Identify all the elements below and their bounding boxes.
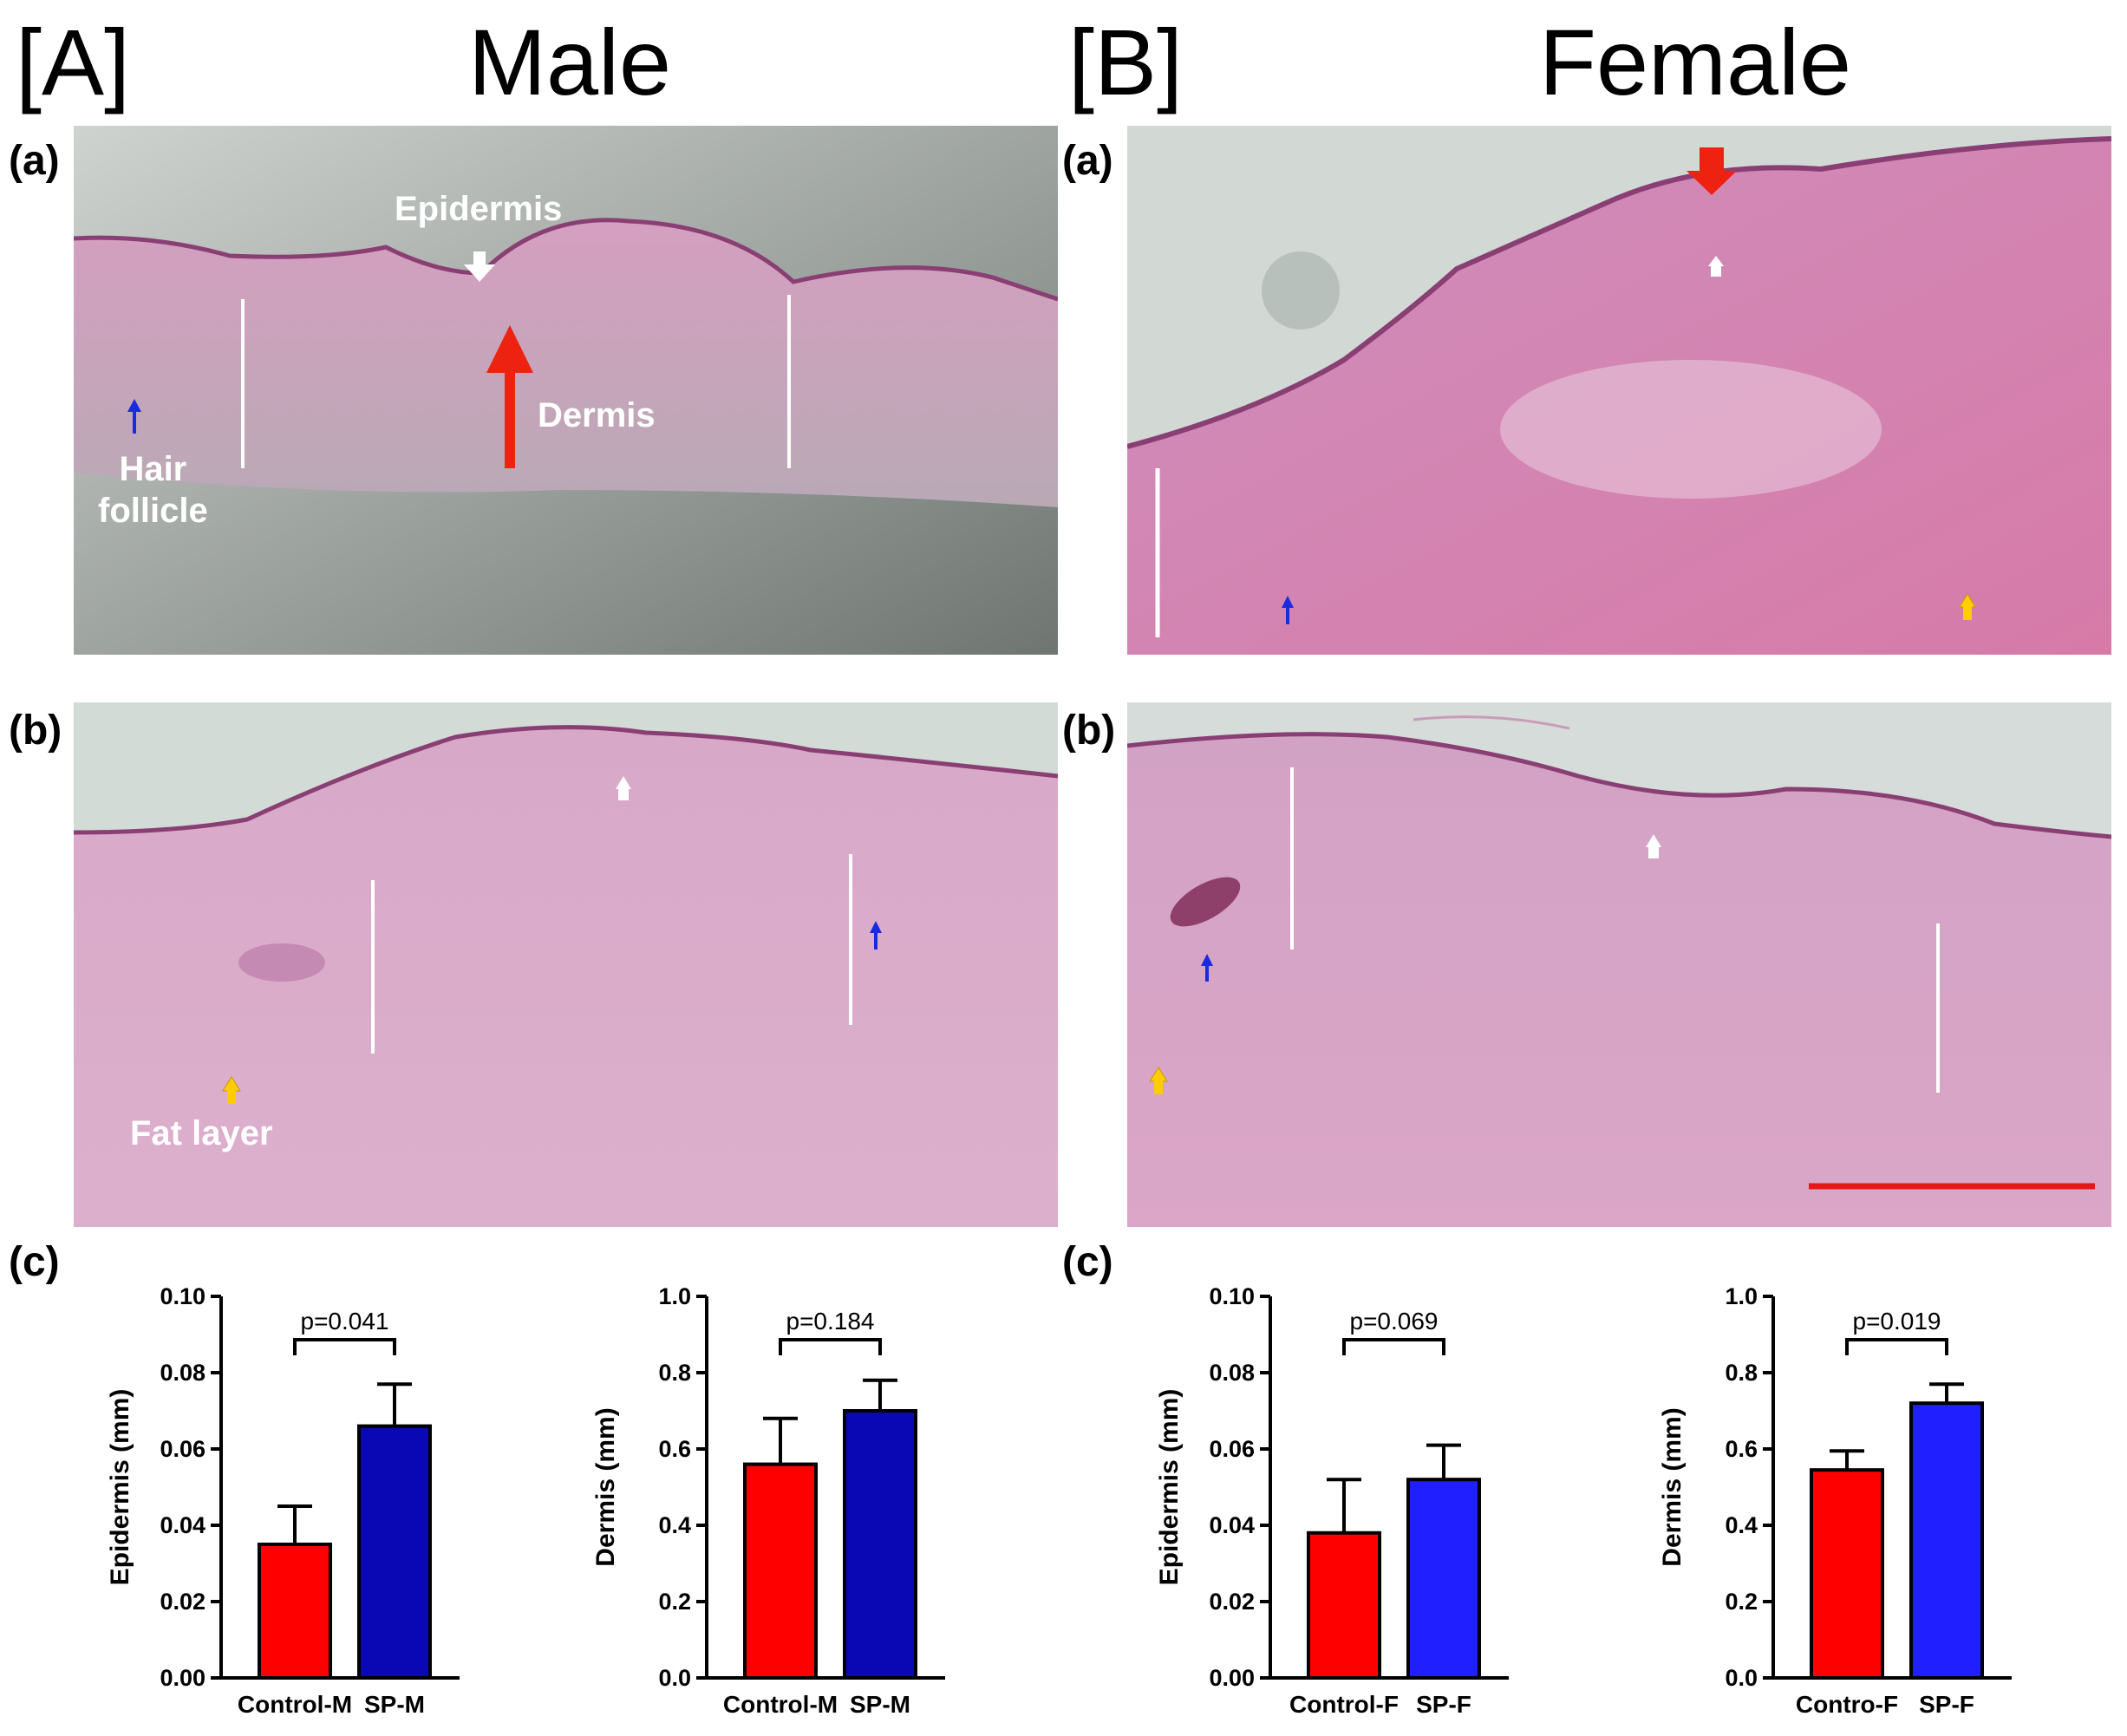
chart-male-epidermis: 0.00 0.02 0.04 0.06 0.08 0.10 Epidermis (mm) Co… <box>95 1262 477 1734</box>
p-value-label: p=0.184 <box>786 1308 875 1335</box>
category-label: Control-M <box>723 1691 838 1718</box>
panel-b-tag: [B] <box>1068 10 1184 114</box>
y-axis-label: Dermis (mm) <box>1658 1407 1687 1566</box>
chart-svg: 0.00 0.02 0.04 0.06 0.08 0.10 Epidermis (mm) Co… <box>106 1283 460 1718</box>
y-tick-label: 0.06 <box>1209 1436 1255 1462</box>
sublabel-a-male: (a) <box>9 138 60 184</box>
chart-female-dermis: 0.0 0.2 0.4 0.6 0.8 1.0 Dermis (mm) Contro-F SP-… <box>1647 1262 2029 1734</box>
bar-sp-f <box>1406 1478 1481 1680</box>
category-label: Control-F <box>1289 1691 1399 1718</box>
sublabel-a-female: (a) <box>1062 138 1113 184</box>
bar-control-m <box>258 1543 332 1680</box>
significance-bracket <box>779 1338 882 1355</box>
y-tick-label: 0.8 <box>1725 1360 1758 1386</box>
p-value-label: p=0.069 <box>1350 1308 1439 1335</box>
y-tick-label: 0.2 <box>658 1589 691 1615</box>
y-tick-label: 0.6 <box>658 1436 691 1462</box>
chart-male-dermis: 0.0 0.2 0.4 0.6 0.8 1.0 Dermis (mm) Control-M SP… <box>581 1262 962 1734</box>
y-tick-label: 0.4 <box>658 1512 691 1538</box>
y-axis-label: Epidermis (mm) <box>1155 1389 1184 1586</box>
significance-bracket <box>1845 1338 1948 1355</box>
category-label: SP-F <box>1919 1691 1974 1718</box>
chart-female-epidermis: 0.00 0.02 0.04 0.06 0.08 0.10 Epidermis (mm) Co… <box>1145 1262 1526 1734</box>
hair-follicle-line2: follicle <box>98 492 208 530</box>
micrograph-male-a: Epidermis Dermis Hair follicle <box>74 126 1058 655</box>
y-tick-label: 0.0 <box>1725 1665 1758 1691</box>
significance-bracket <box>1342 1338 1445 1355</box>
bar-control-f <box>1307 1530 1381 1680</box>
bar-sp-m <box>843 1409 917 1680</box>
y-tick-label: 0.02 <box>160 1589 206 1615</box>
y-tick-label: 0.00 <box>160 1665 206 1691</box>
p-value-label: p=0.019 <box>1853 1308 1941 1335</box>
panel-a-title: Male <box>468 10 672 114</box>
category-label: SP-F <box>1416 1691 1471 1718</box>
panel-a-tag: [A] <box>16 10 131 114</box>
y-tick-label: 0.10 <box>160 1283 206 1309</box>
sublabel-c-male: (c) <box>9 1239 60 1285</box>
dermis-annotation: Dermis <box>538 396 656 434</box>
bar-control-m <box>743 1462 818 1680</box>
y-axis-label: Epidermis (mm) <box>106 1389 134 1586</box>
chart-svg: 0.0 0.2 0.4 0.6 0.8 1.0 Dermis (mm) Contro-F SP-… <box>1658 1283 2012 1718</box>
hair-follicle-line1: Hair <box>119 450 187 488</box>
sublabel-c-female: (c) <box>1062 1239 1113 1285</box>
y-tick-label: 1.0 <box>1725 1283 1758 1309</box>
y-tick-label: 0.00 <box>1209 1665 1255 1691</box>
y-tick-label: 0.0 <box>658 1665 691 1691</box>
category-label: Contro-F <box>1796 1691 1898 1718</box>
category-label: SP-M <box>850 1691 910 1718</box>
y-tick-label: 0.6 <box>1725 1436 1758 1462</box>
micrograph-male-b: Fat layer <box>74 702 1058 1227</box>
y-tick-label: 0.10 <box>1209 1283 1255 1309</box>
y-tick-label: 0.2 <box>1725 1589 1758 1615</box>
y-tick-label: 1.0 <box>658 1283 691 1309</box>
p-value-label: p=0.041 <box>301 1308 389 1335</box>
bar-contro-f <box>1810 1468 1884 1680</box>
y-tick-label: 0.4 <box>1725 1512 1758 1538</box>
micrograph-female-b <box>1127 702 2111 1227</box>
panel-b-title: Female <box>1539 10 1852 114</box>
micrograph-female-a <box>1127 126 2111 655</box>
bar-sp-m <box>357 1424 432 1680</box>
y-tick-label: 0.08 <box>1209 1360 1255 1386</box>
sublabel-b-male: (b) <box>9 708 62 754</box>
y-tick-label: 0.08 <box>160 1360 206 1386</box>
bar-sp-f <box>1909 1401 1984 1680</box>
sublabel-b-female: (b) <box>1062 708 1116 754</box>
y-tick-label: 0.04 <box>1209 1512 1255 1538</box>
significance-bracket <box>293 1338 396 1355</box>
category-label: Control-M <box>238 1691 352 1718</box>
hair-follicle-annotation: Hair follicle <box>98 448 208 532</box>
epidermis-annotation: Epidermis <box>395 190 563 228</box>
y-tick-label: 0.8 <box>658 1360 691 1386</box>
chart-svg: 0.00 0.02 0.04 0.06 0.08 0.10 Epidermis (mm) Co… <box>1155 1283 1509 1718</box>
y-axis-label: Dermis (mm) <box>591 1407 620 1566</box>
chart-svg: 0.0 0.2 0.4 0.6 0.8 1.0 Dermis (mm) Control-M SP… <box>591 1283 945 1718</box>
fat-layer-annotation: Fat layer <box>130 1114 273 1152</box>
y-tick-label: 0.04 <box>160 1512 206 1538</box>
y-tick-label: 0.06 <box>160 1436 206 1462</box>
category-label: SP-M <box>364 1691 425 1718</box>
y-tick-label: 0.02 <box>1209 1589 1255 1615</box>
